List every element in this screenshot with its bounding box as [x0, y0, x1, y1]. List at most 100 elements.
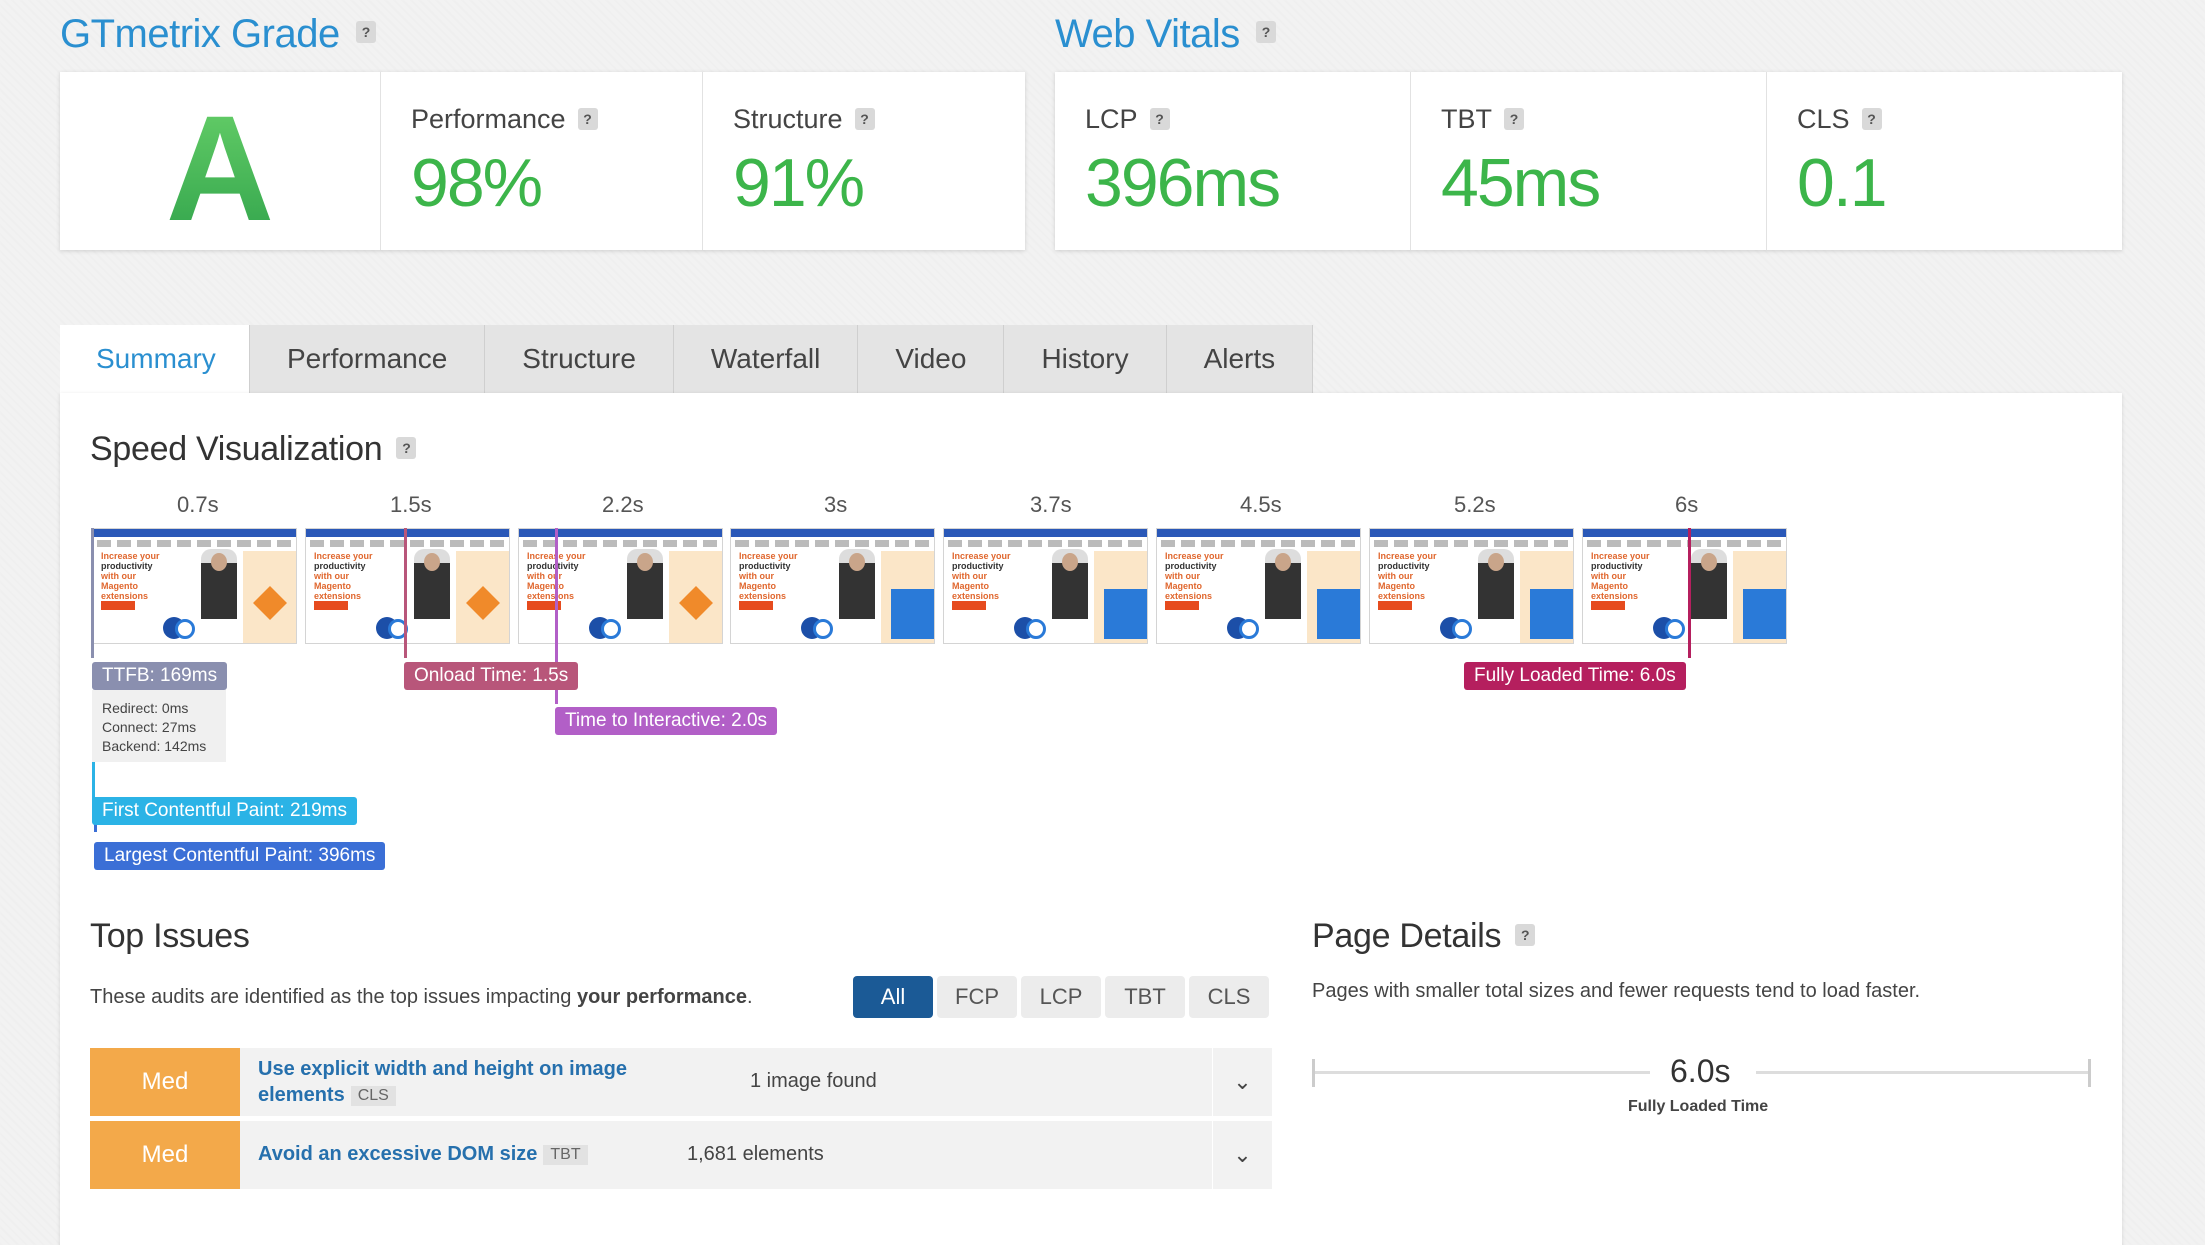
issue-title-line1: Avoid an excessive DOM size	[258, 1143, 538, 1165]
frame-button	[739, 601, 773, 610]
issue-row[interactable]: Med Avoid an excessive DOM size TBT 1,681…	[90, 1121, 1272, 1189]
severity-badge: Med	[90, 1048, 240, 1116]
frame-nav	[1374, 540, 1569, 547]
tab-waterfall[interactable]: Waterfall	[673, 325, 859, 393]
issue-title-line1: Use explicit width and height on image	[258, 1058, 627, 1080]
filmstrip-frame[interactable]: Increase your productivity with our Mage…	[1369, 528, 1574, 644]
frame-nav	[1587, 540, 1782, 547]
frame-topbar	[1370, 529, 1573, 537]
fully-loaded-label: Fully Loaded Time	[1628, 1098, 1769, 1115]
range-line-right	[1756, 1071, 2088, 1074]
tab-video[interactable]: Video	[858, 325, 1005, 393]
time-label: 6s	[1675, 492, 1699, 517]
frame-person-image	[1691, 549, 1727, 619]
tab-performance[interactable]: Performance	[250, 325, 486, 393]
fully-loaded-line	[1688, 528, 1691, 658]
lcp-cell: LCP? 396ms	[1055, 72, 1411, 250]
issue-row[interactable]: Med Use explicit width and height on ima…	[90, 1048, 1272, 1116]
logo-ring-icon	[1239, 619, 1259, 639]
filter-all[interactable]: All	[853, 976, 933, 1018]
filmstrip-frame[interactable]: Increase your productivity with our Mage…	[305, 528, 510, 644]
issue-title[interactable]: Avoid an excessive DOM size TBT	[258, 1141, 588, 1167]
issue-found: 1 image found	[750, 1070, 877, 1092]
help-icon[interactable]: ?	[577, 107, 598, 130]
lcp-tag: Largest Contentful Paint: 396ms	[94, 842, 386, 870]
filmstrip-frame[interactable]: Increase your productivity with our Mage…	[1582, 528, 1787, 644]
help-icon[interactable]: ?	[854, 107, 875, 130]
frame-topbar	[519, 529, 722, 537]
tab-alerts[interactable]: Alerts	[1166, 325, 1314, 393]
filter-lcp[interactable]: LCP	[1021, 976, 1101, 1018]
time-label: 0.7s	[177, 492, 219, 517]
desc-suffix: .	[747, 986, 753, 1008]
logo-ring-icon	[1665, 619, 1685, 639]
help-icon[interactable]: ?	[1255, 21, 1276, 44]
issue-found: 1,681 elements	[687, 1143, 824, 1165]
filmstrip-frame[interactable]: Increase your productivity with our Mage…	[518, 528, 723, 644]
frame-person-image	[1052, 549, 1088, 619]
frame-nav	[97, 540, 292, 547]
frame-button	[952, 601, 986, 610]
tab-history[interactable]: History	[1004, 325, 1167, 393]
logo-ring-icon	[1452, 619, 1472, 639]
grade-letter: A	[60, 82, 380, 255]
lcp-value: 396ms	[1085, 145, 1281, 221]
filter-tbt[interactable]: TBT	[1105, 976, 1185, 1018]
fcp-line	[92, 762, 95, 802]
frame-nav	[1161, 540, 1356, 547]
help-icon[interactable]: ?	[1515, 924, 1536, 947]
chevron-down-icon[interactable]: ⌄	[1212, 1121, 1272, 1189]
frame-headline: Increase your productivity with our Mage…	[1378, 551, 1437, 601]
issue-title[interactable]: Use explicit width and height on image e…	[258, 1056, 627, 1108]
tbt-value: 45ms	[1441, 145, 1601, 221]
tbt-label-text: TBT	[1441, 104, 1492, 134]
tab-summary[interactable]: Summary	[60, 325, 250, 393]
tti-line	[555, 528, 558, 704]
filmstrip-frame[interactable]: Increase your productivity with our Mage…	[92, 528, 297, 644]
filmstrip-frame[interactable]: Increase your productivity with our Mage…	[730, 528, 935, 644]
severity-badge: Med	[90, 1121, 240, 1189]
filmstrip-frame[interactable]: Increase your productivity with our Mage…	[943, 528, 1148, 644]
frame-person-image	[414, 549, 450, 619]
frame-person-image	[1478, 549, 1514, 619]
tab-structure[interactable]: Structure	[485, 325, 674, 393]
frame-headline: Increase your productivity with our Mage…	[1591, 551, 1650, 601]
page-details-title-text: Page Details	[1312, 917, 1502, 955]
redirect-time: Redirect: 0ms	[102, 700, 189, 716]
help-icon[interactable]: ?	[1861, 107, 1882, 130]
frame-nav	[735, 540, 930, 547]
filmstrip-frame[interactable]: Increase your productivity with our Mage…	[1156, 528, 1361, 644]
onload-line	[404, 528, 407, 658]
help-icon[interactable]: ?	[1504, 107, 1524, 130]
page-details-description: Pages with smaller total sizes and fewer…	[1312, 980, 1921, 1002]
frame-headline: Increase your productivity with our Mage…	[314, 551, 373, 601]
performance-label-text: Performance	[411, 104, 566, 134]
frame-topbar	[731, 529, 934, 537]
chevron-down-icon[interactable]: ⌄	[1212, 1048, 1272, 1116]
ttfb-tag: TTFB: 169ms	[92, 662, 228, 690]
filter-fcp[interactable]: FCP	[937, 976, 1017, 1018]
help-icon[interactable]: ?	[396, 437, 417, 460]
ttfb-line	[91, 528, 94, 658]
logo-ring-icon	[1026, 619, 1046, 639]
frame-nav	[310, 540, 505, 547]
filter-cls[interactable]: CLS	[1189, 976, 1269, 1018]
speed-visualization-title-text: Speed Visualization	[90, 430, 383, 468]
cls-cell: CLS? 0.1	[1767, 72, 2122, 250]
logo-ring-icon	[813, 619, 833, 639]
frame-button	[527, 601, 561, 610]
frame-button	[1165, 601, 1199, 610]
frame-button	[314, 601, 348, 610]
logo-ring-icon	[175, 619, 195, 639]
help-icon[interactable]: ?	[355, 21, 376, 44]
structure-label-text: Structure	[733, 104, 843, 134]
top-issues-description: These audits are identified as the top i…	[90, 986, 753, 1009]
tbt-label: TBT?	[1441, 104, 1524, 135]
time-label: 2.2s	[602, 492, 644, 517]
help-icon[interactable]: ?	[1149, 107, 1170, 130]
frame-topbar	[944, 529, 1147, 537]
time-label: 1.5s	[390, 492, 432, 517]
fully-loaded-tag: Fully Loaded Time: 6.0s	[1464, 662, 1686, 690]
frame-topbar	[306, 529, 509, 537]
structure-cell: Structure? 91%	[703, 72, 1025, 250]
